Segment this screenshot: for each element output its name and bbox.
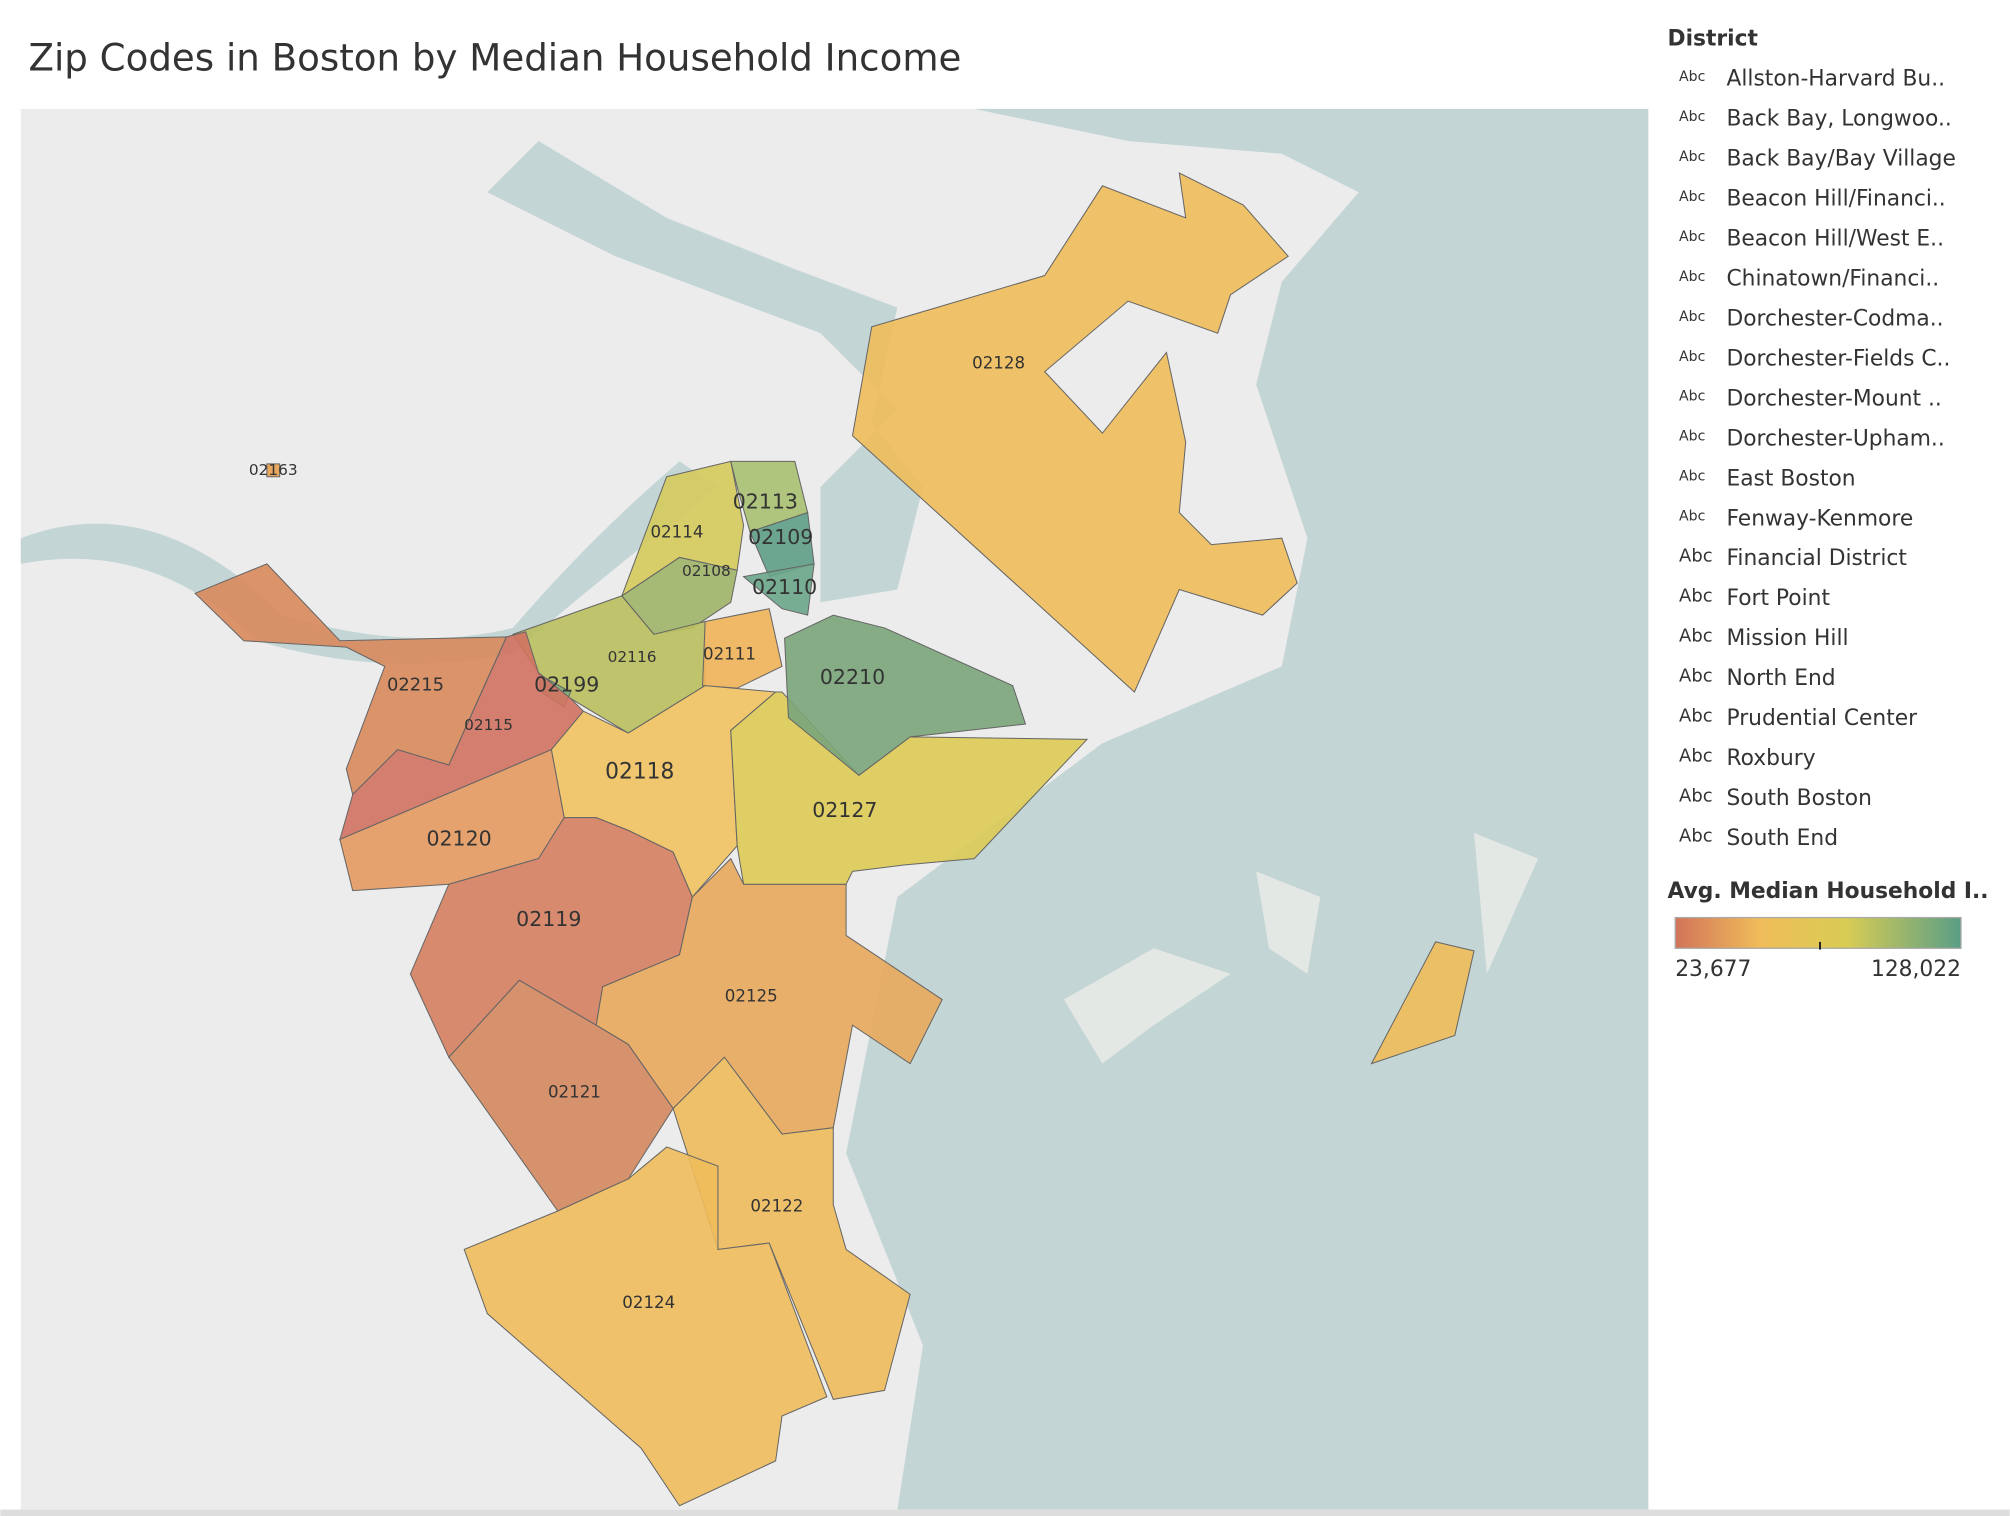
legend-icon: Abc (1679, 69, 1705, 85)
district-legend: Abc Allston-Harvard Bu.. Abc Back Bay, Long… (1679, 66, 1956, 851)
zip-label: 02128 (972, 353, 1025, 372)
zip-region (742, 563, 815, 616)
zip-region (851, 172, 1298, 693)
legend-icon: Abc (1679, 149, 1705, 165)
zip-label: 02199 (534, 673, 599, 697)
river-water (487, 140, 923, 603)
color-legend-max: 128,022 (1871, 957, 1961, 982)
legend-icon: Abc (1679, 546, 1713, 567)
legend-item: Financial District (1726, 546, 1907, 571)
legend-item: North End (1726, 666, 1835, 691)
zip-label: 02125 (725, 986, 778, 1005)
map[interactable]: 02128 02163 02114 02113 02109 02110 02108 02116… (20, 108, 1649, 1510)
legend-icon: Abc (1679, 269, 1705, 285)
zip-label: 02118 (605, 760, 674, 785)
zip-label: 02210 (820, 665, 885, 689)
zip-label: 02215 (387, 675, 444, 696)
legend-item: Fenway-Kenmore (1726, 506, 1913, 531)
legend-item: Prudential Center (1726, 706, 1917, 731)
zip-label: 02121 (548, 1083, 601, 1102)
legend-icon: Abc (1679, 826, 1713, 847)
zip-region (1370, 941, 1475, 1065)
legend-title: District (1668, 27, 1758, 52)
legend-icon: Abc (1679, 586, 1713, 607)
legend-icon: Abc (1679, 189, 1705, 205)
legend-icon: Abc (1679, 666, 1713, 687)
legend-item: South Boston (1726, 786, 1871, 811)
legend-item: Beacon Hill/Financi.. (1726, 186, 1945, 211)
zip-label: 02113 (733, 489, 798, 513)
charles-river (20, 461, 718, 664)
zip-label: 02120 (426, 826, 491, 850)
zip-label: 02119 (516, 907, 581, 931)
legend-icon: Abc (1679, 389, 1705, 405)
legend-icon: Abc (1679, 786, 1713, 807)
legend-item: Mission Hill (1726, 626, 1848, 651)
color-legend-title: Avg. Median Household I.. (1668, 879, 1989, 904)
legend-icon: Abc (1679, 429, 1705, 445)
legend-icon: Abc (1679, 309, 1705, 325)
bottom-bar (0, 1509, 2010, 1516)
harbor-water (846, 108, 1649, 1510)
zip-label: 02116 (608, 648, 657, 666)
legend-item: Dorchester-Fields C.. (1726, 346, 1950, 371)
zip-regions: 02128 02163 02114 02113 02109 02110 02108 02116… (194, 172, 1475, 1507)
zip-label: 02114 (650, 523, 703, 542)
zip-label: 02115 (464, 716, 513, 734)
legend-item: East Boston (1726, 466, 1855, 491)
color-ramp (1674, 916, 1962, 949)
color-legend-min: 23,677 (1675, 957, 1751, 982)
legend-icon: Abc (1679, 229, 1705, 245)
zip-region (784, 614, 1027, 776)
legend-item: Dorchester-Codma.. (1726, 306, 1943, 331)
zip-label: 02122 (750, 1197, 803, 1216)
legend-icon: Abc (1679, 706, 1713, 727)
zip-label: 02108 (682, 562, 731, 580)
zip-label: 02110 (752, 575, 817, 599)
zip-label: 02111 (703, 644, 756, 663)
legend-icon: Abc (1679, 746, 1713, 767)
legend-item: Allston-Harvard Bu.. (1726, 66, 1945, 91)
legend-item: Back Bay/Bay Village (1726, 146, 1955, 171)
legend-icon: Abc (1679, 469, 1705, 485)
legend-icon: Abc (1679, 109, 1705, 125)
legend-icon: Abc (1679, 509, 1705, 525)
zip-region (266, 463, 281, 478)
legend-item: Fort Point (1726, 586, 1830, 611)
legend-icon: Abc (1679, 349, 1705, 365)
legend-icon: Abc (1679, 626, 1713, 647)
legend-item: Back Bay, Longwoo.. (1726, 106, 1951, 131)
zip-region (463, 1146, 828, 1507)
zip-label: 02163 (249, 461, 298, 479)
zip-label: 02124 (622, 1293, 675, 1312)
legend-item: Roxbury (1726, 746, 1815, 771)
zip-label: 02109 (748, 525, 813, 549)
title: Zip Codes in Boston by Median Household … (29, 37, 962, 80)
zip-label: 02127 (812, 798, 877, 822)
legend-item: Beacon Hill/West E.. (1726, 226, 1944, 251)
legend-item: Chinatown/Financi.. (1726, 266, 1939, 291)
legend-item: Dorchester-Upham.. (1726, 426, 1944, 451)
legend-item: Dorchester-Mount .. (1726, 386, 1941, 411)
zip-region (702, 608, 783, 689)
legend-item: South End (1726, 826, 1838, 851)
islands (1063, 832, 1539, 1064)
